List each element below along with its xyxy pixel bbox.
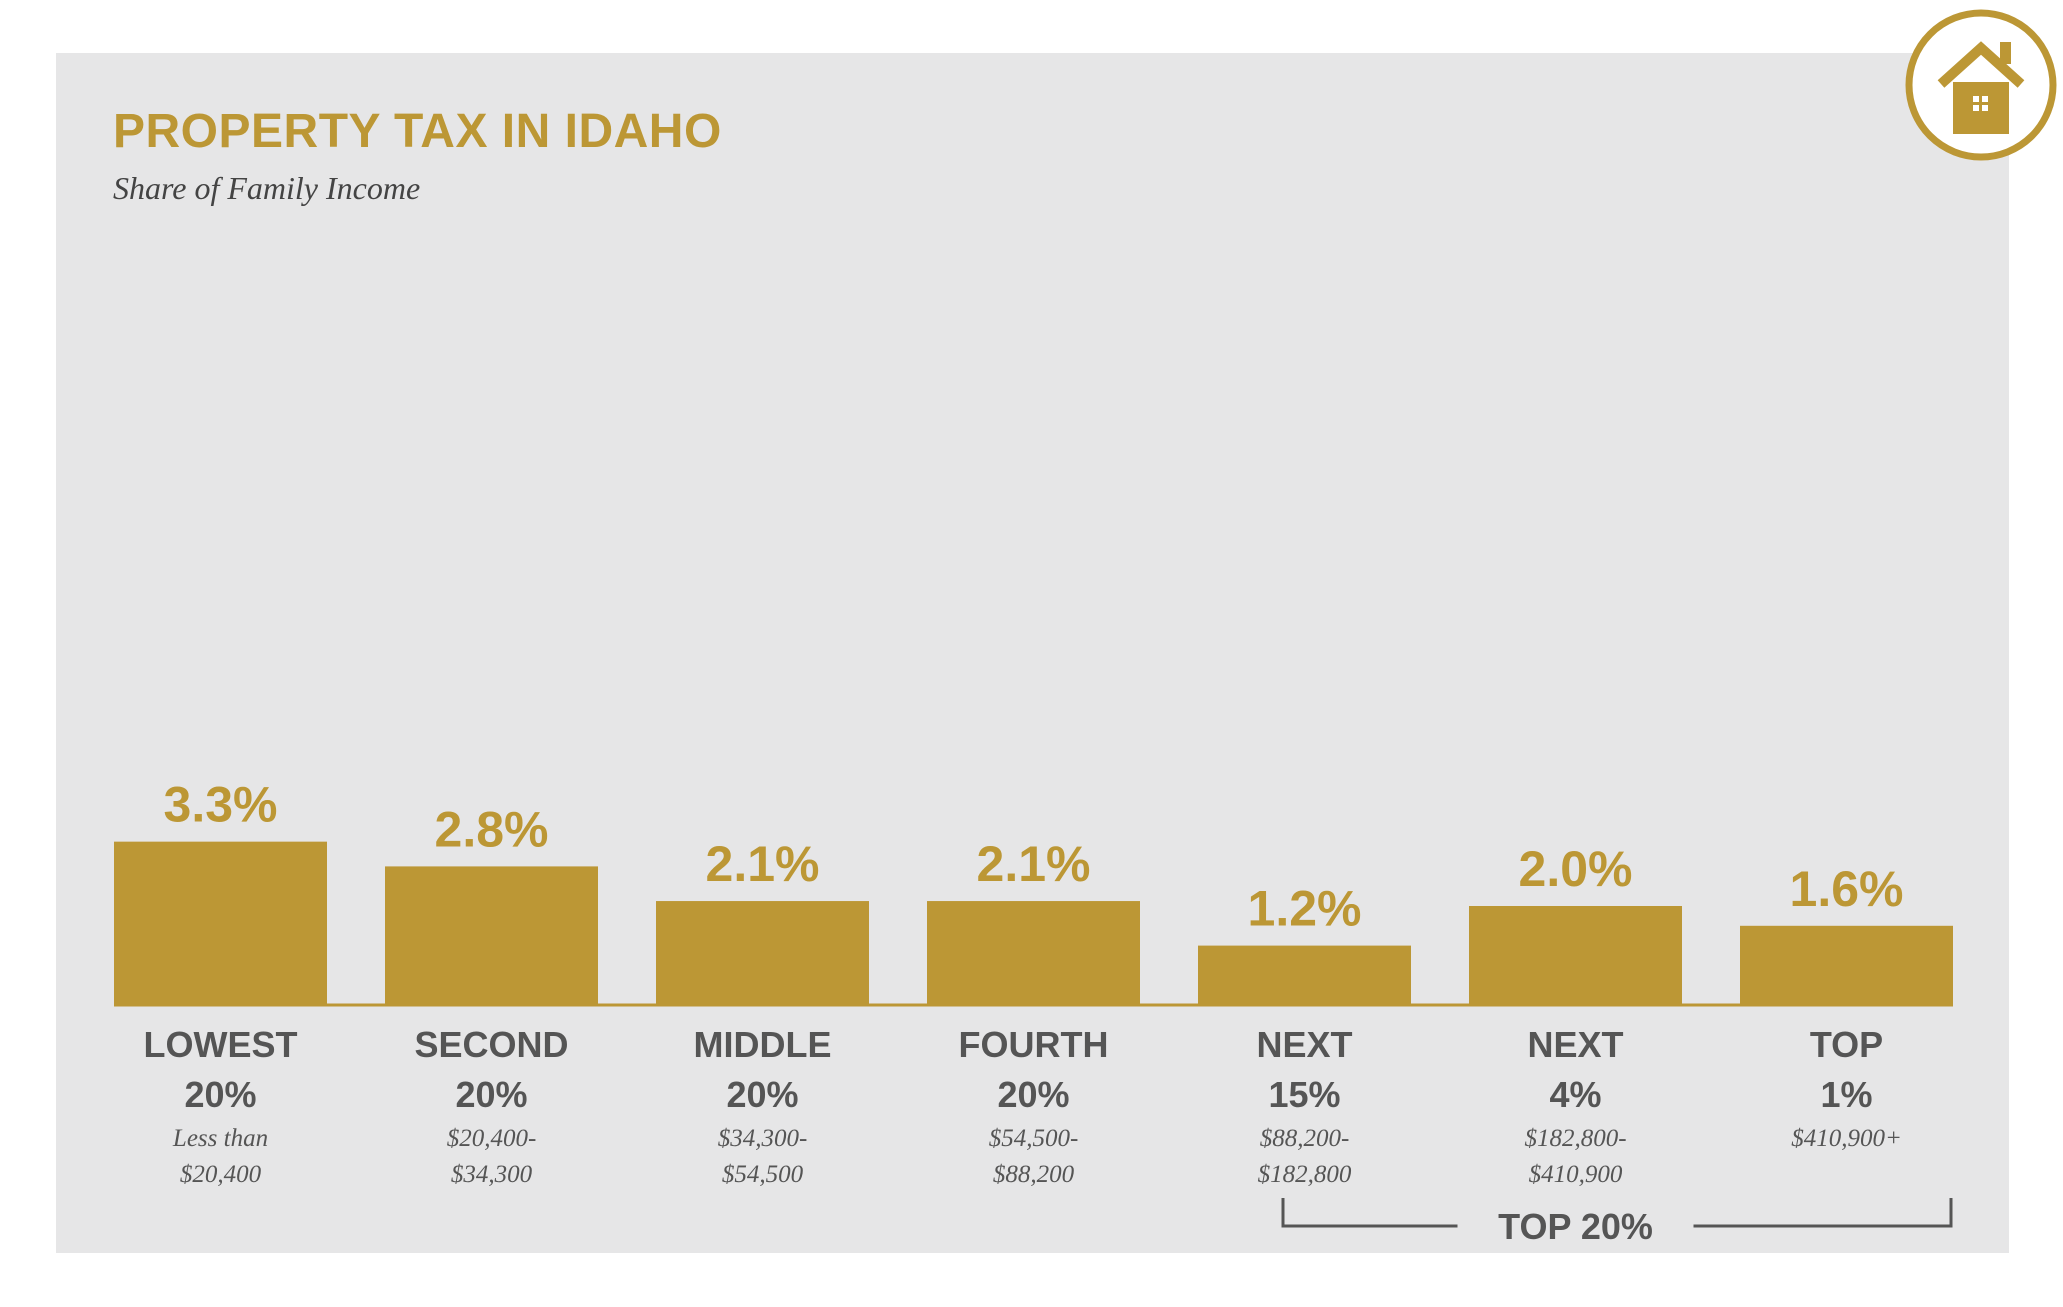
category-label: LOWEST	[144, 1024, 298, 1065]
income-range: $20,400	[180, 1161, 262, 1188]
bracket-label: TOP 20%	[1498, 1206, 1653, 1247]
category-share: 20%	[184, 1074, 256, 1115]
data-label: 2.1%	[706, 836, 820, 892]
data-label: 3.3%	[164, 777, 278, 833]
category-label: TOP	[1810, 1024, 1883, 1065]
category-share: 20%	[997, 1074, 1069, 1115]
income-range: $34,300-	[718, 1125, 808, 1152]
bar	[1198, 945, 1411, 1005]
category-label: MIDDLE	[694, 1024, 832, 1065]
income-range: $20,400-	[447, 1125, 537, 1152]
income-range: $88,200	[993, 1161, 1075, 1188]
bracket-left	[1281, 1198, 1458, 1228]
bar	[927, 901, 1140, 1005]
data-label: 2.1%	[977, 836, 1091, 892]
category-label: FOURTH	[959, 1024, 1109, 1065]
bracket-right	[1693, 1198, 1953, 1228]
data-label: 2.0%	[1519, 841, 1633, 897]
income-range: $88,200-	[1260, 1125, 1350, 1152]
category-label: NEXT	[1527, 1024, 1623, 1065]
category-share: 4%	[1549, 1074, 1601, 1115]
category-share: 1%	[1820, 1074, 1872, 1115]
data-label: 1.6%	[1790, 861, 1904, 917]
income-range: $410,900+	[1791, 1125, 1902, 1152]
category-label: NEXT	[1256, 1024, 1352, 1065]
bar	[114, 841, 327, 1005]
data-label: 1.2%	[1248, 881, 1362, 937]
data-label: 2.8%	[435, 801, 549, 857]
income-range: Less than	[172, 1125, 268, 1152]
chart-subtitle: Share of Family Income	[113, 170, 421, 206]
category-share: 20%	[726, 1074, 798, 1115]
income-range: $182,800-	[1524, 1125, 1626, 1152]
bar	[1469, 906, 1682, 1005]
income-range: $182,800	[1258, 1161, 1352, 1188]
category-share: 15%	[1268, 1074, 1340, 1115]
house-icon	[1905, 9, 2057, 161]
income-range: $54,500	[722, 1161, 804, 1188]
income-range: $410,900	[1529, 1161, 1623, 1188]
category-share: 20%	[455, 1074, 527, 1115]
income-range: $34,300	[451, 1161, 533, 1188]
bar	[656, 901, 869, 1005]
chart-title: PROPERTY TAX IN IDAHO	[113, 105, 722, 158]
chart-panel	[56, 53, 2009, 1253]
category-label: SECOND	[414, 1024, 568, 1065]
bar	[385, 866, 598, 1005]
income-range: $54,500-	[989, 1125, 1079, 1152]
bar	[1740, 925, 1953, 1005]
